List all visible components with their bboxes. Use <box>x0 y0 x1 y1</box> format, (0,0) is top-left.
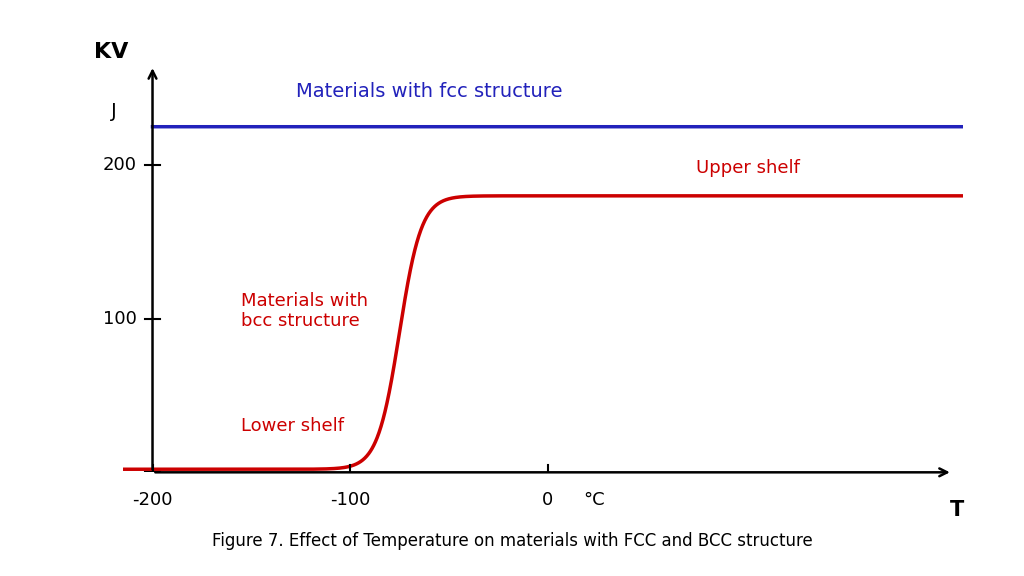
Text: J: J <box>112 102 117 121</box>
Text: Lower shelf: Lower shelf <box>242 417 344 435</box>
Text: Figure 7. Effect of Temperature on materials with FCC and BCC structure: Figure 7. Effect of Temperature on mater… <box>212 532 812 551</box>
Text: T: T <box>949 500 964 520</box>
Text: °C: °C <box>584 491 605 509</box>
Text: Materials with
bcc structure: Materials with bcc structure <box>242 291 369 331</box>
Text: KV: KV <box>94 42 129 62</box>
Text: -200: -200 <box>132 491 173 509</box>
Text: Upper shelf: Upper shelf <box>696 159 800 177</box>
Text: 0: 0 <box>542 491 553 509</box>
Text: Materials with fcc structure: Materials with fcc structure <box>296 82 562 101</box>
Text: 100: 100 <box>102 310 137 328</box>
Text: 200: 200 <box>102 156 137 174</box>
Text: -100: -100 <box>330 491 371 509</box>
